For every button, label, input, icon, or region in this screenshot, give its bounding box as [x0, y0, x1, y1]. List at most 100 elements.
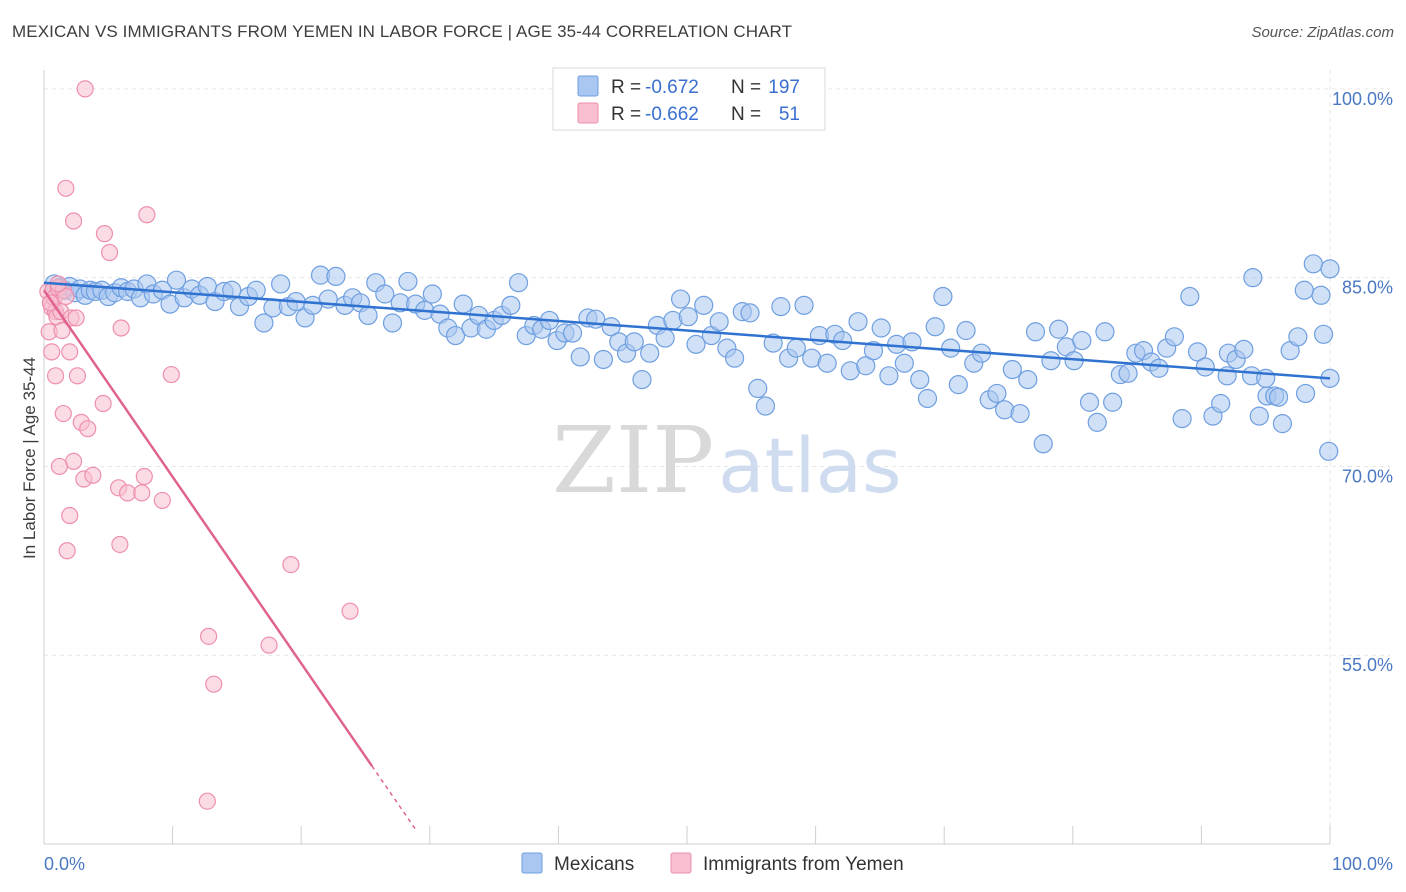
data-point-mexicans [358, 305, 378, 326]
legend: R = -0.672 N = 197 R = -0.662 N = 51 [552, 67, 826, 131]
data-point-mexicans [1103, 392, 1123, 412]
data-point-mexicans [763, 333, 783, 353]
data-point-mexicans [1303, 254, 1323, 274]
data-point-mexicans [686, 334, 706, 354]
data-point-mexicans [771, 297, 791, 317]
data-point-mexicans [246, 280, 266, 300]
data-point-yemen [57, 179, 75, 197]
y-tick-label: 100.0% [1332, 89, 1393, 109]
data-point-yemen [200, 627, 218, 645]
x-tick-label: 100.0% [1332, 854, 1393, 874]
data-point-yemen [111, 535, 129, 554]
data-point-mexicans [941, 338, 961, 358]
data-point-yemen [58, 542, 76, 560]
data-point-yemen [54, 404, 72, 423]
data-point-mexicans [640, 343, 660, 363]
data-point-mexicans [871, 318, 891, 338]
data-point-mexicans [1187, 342, 1208, 362]
data-point-mexicans [453, 294, 473, 314]
legend-n-value-2: 51 [779, 104, 800, 125]
data-point-yemen [205, 675, 223, 693]
data-point-mexicans [222, 280, 242, 300]
data-point-mexicans [562, 323, 583, 343]
data-point-yemen [112, 319, 130, 337]
data-point-yemen [153, 491, 171, 510]
chart-title: MEXICAN VS IMMIGRANTS FROM YEMEN IN LABO… [12, 22, 793, 41]
data-point-mexicans [1149, 358, 1169, 378]
series-yemen [39, 80, 359, 810]
data-point-mexicans [1164, 327, 1184, 347]
data-point-yemen [76, 80, 94, 98]
data-point-mexicans [1025, 322, 1046, 342]
data-point-mexicans [1049, 319, 1069, 339]
data-point-mexicans [670, 289, 691, 309]
data-point-mexicans [856, 356, 876, 376]
grid-lines [44, 70, 1390, 844]
legend-swatch-yemen [577, 102, 599, 124]
axes [43, 70, 1331, 845]
data-point-mexicans [848, 312, 868, 332]
data-point-yemen [68, 367, 87, 385]
data-point-mexicans [724, 348, 745, 368]
data-point-mexicans [1288, 327, 1308, 347]
data-point-mexicans [910, 370, 930, 390]
source-label: Source: ZipAtlas.com [1251, 24, 1394, 41]
data-point-mexicans [501, 295, 521, 315]
data-point-mexicans [375, 284, 395, 304]
data-point-yemen [84, 466, 102, 484]
y-tick-label: 85.0% [1342, 278, 1393, 298]
data-point-mexicans [817, 353, 837, 373]
data-point-yemen [79, 420, 97, 438]
data-point-mexicans [1072, 330, 1092, 351]
data-point-mexicans [1180, 286, 1200, 307]
data-point-yemen [43, 343, 61, 361]
data-point-mexicans [1319, 441, 1339, 461]
data-point-mexicans [1041, 351, 1061, 371]
data-point-yemen [61, 343, 79, 361]
trend-lines [42, 281, 1331, 832]
data-point-mexicans [678, 307, 698, 327]
data-point-yemen [94, 394, 112, 413]
data-point-mexicans [1249, 406, 1269, 426]
data-point-mexicans [1211, 393, 1231, 414]
bottom-legend-swatch-yemen [670, 852, 692, 874]
data-point-yemen [135, 467, 153, 486]
data-point-mexicans [593, 349, 614, 370]
data-point-mexicans [917, 388, 938, 409]
legend-n-value-1: 197 [768, 77, 800, 98]
data-point-mexicans [632, 370, 652, 390]
data-point-mexicans [694, 295, 714, 315]
data-point-yemen [138, 206, 156, 224]
data-point-mexicans [1087, 412, 1107, 432]
data-point-mexicans [925, 317, 945, 337]
trend-line-yemen-extension [371, 765, 418, 832]
data-point-mexicans [570, 347, 590, 367]
bottom-legend-yemen: Immigrants from Yemen [703, 854, 904, 875]
data-point-yemen [46, 367, 65, 385]
data-point-mexicans [1172, 409, 1192, 429]
legend-r-label-1: R = [611, 77, 641, 98]
data-point-mexicans [1079, 392, 1100, 412]
watermark-zip: ZIP [552, 407, 714, 514]
y-tick-label: 55.0% [1342, 655, 1393, 675]
data-point-yemen [100, 243, 119, 262]
data-point-mexicans [1195, 357, 1215, 377]
data-point-mexicans [956, 320, 976, 341]
data-point-mexicans [1018, 370, 1038, 390]
data-point-mexicans [624, 332, 644, 352]
y-axis-label: In Labor Force | Age 35-44 [20, 357, 39, 559]
data-point-mexicans [508, 273, 529, 293]
data-point-mexicans [1010, 403, 1030, 424]
legend-r-label-2: R = [611, 104, 641, 125]
data-point-yemen [260, 636, 278, 654]
data-point-mexicans [326, 266, 346, 286]
data-point-yemen [53, 321, 71, 340]
data-point-mexicans [1295, 383, 1316, 404]
data-point-yemen [61, 506, 79, 525]
y-tick-labels: 55.0% 70.0% 85.0% 100.0% [1332, 89, 1393, 675]
data-point-yemen [67, 309, 85, 327]
data-point-mexicans [1033, 434, 1053, 454]
data-point-yemen [95, 225, 114, 243]
data-point-mexicans [1118, 363, 1138, 383]
data-point-mexicans [1268, 387, 1289, 407]
